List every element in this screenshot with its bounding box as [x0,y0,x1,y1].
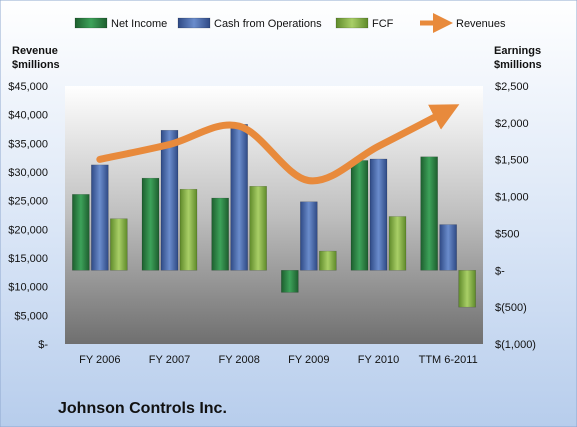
bar-net-income-fy-2006 [72,194,90,271]
chart-title: Johnson Controls Inc. [58,400,227,417]
legend-swatch-net-income [74,17,108,29]
x-axis: FY 2006 FY 2007 FY 2008 FY 2009 FY 2010 TTM 6… [79,354,478,366]
left-axis: $- $5,000 $10,000 $15,000 $20,000 $25,000 $30,… [8,45,59,351]
left-tick-label: $5,000 [14,310,48,322]
bar-fcf-ttm-6-2011 [458,270,476,308]
legend: Net Income Cash from Operations FCF Revenue… [74,13,506,33]
x-tick-label: FY 2006 [79,354,120,366]
left-tick-label: $25,000 [8,196,48,208]
legend-swatch-fcf [335,17,369,29]
legend-swatch-cash-from-operations [177,17,211,29]
bar-cash-from-operations-ttm-6-2011 [439,224,457,271]
right-tick-label: $(1,000) [495,339,536,351]
right-tick-label: $500 [495,228,519,240]
left-tick-label: $40,000 [8,110,48,122]
bar-net-income-fy-2007 [141,177,160,271]
bar-cash-from-operations-fy-2008 [230,124,248,271]
x-tick-label: FY 2009 [288,354,329,366]
revenue-line-path [96,104,460,185]
bar-fcf-fy-2009 [319,250,337,271]
bar-net-income-fy-2009 [281,270,299,293]
left-tick-label: $15,000 [8,253,48,265]
right-axis-title: $millions [494,59,542,71]
bar-net-income-fy-2008 [211,197,229,271]
x-tick-label: FY 2008 [218,354,259,366]
x-tick-label: FY 2010 [358,354,399,366]
left-tick-label: $20,000 [8,224,48,236]
left-axis-title: $millions [12,59,60,71]
revenue-line [96,104,460,185]
right-tick-label: $1,000 [495,192,529,204]
bar-cash-from-operations-fy-2007 [160,129,179,271]
bar-net-income-ttm-6-2011 [420,156,438,271]
x-tick-label: FY 2007 [149,354,190,366]
right-axis-title: Earnings [494,45,541,57]
left-tick-label: $35,000 [8,138,48,150]
legend-label-cash-from-operations: Cash from Operations [214,18,322,30]
right-tick-label: $2,000 [495,118,529,130]
legend-label-revenues: Revenues [456,18,506,30]
bar-fcf-fy-2006 [110,218,128,271]
left-tick-label: $- [38,339,48,351]
bar-fcf-fy-2010 [388,216,407,271]
bar-cash-from-operations-fy-2006 [91,164,109,271]
right-tick-label: $- [495,265,505,277]
bars [72,124,476,308]
x-tick-label: TTM 6-2011 [419,354,478,366]
bar-fcf-fy-2008 [249,186,267,271]
bar-fcf-fy-2007 [179,188,198,271]
bar-cash-from-operations-fy-2010 [369,158,388,271]
right-tick-label: $1,500 [495,155,529,167]
right-tick-label: $2,500 [495,81,529,93]
left-tick-label: $45,000 [8,81,48,93]
bar-net-income-fy-2010 [350,160,369,271]
legend-label-net-income: Net Income [111,18,167,30]
right-tick-label: $(500) [495,302,527,314]
bar-cash-from-operations-fy-2009 [300,201,318,271]
left-tick-label: $30,000 [8,167,48,179]
left-tick-label: $10,000 [8,282,48,294]
left-axis-title: Revenue [12,45,58,57]
legend-label-fcf: FCF [372,18,394,30]
right-axis: $(1,000) $(500) $- $500 $1,000 $1,500 $2,000 $2… [494,45,542,351]
